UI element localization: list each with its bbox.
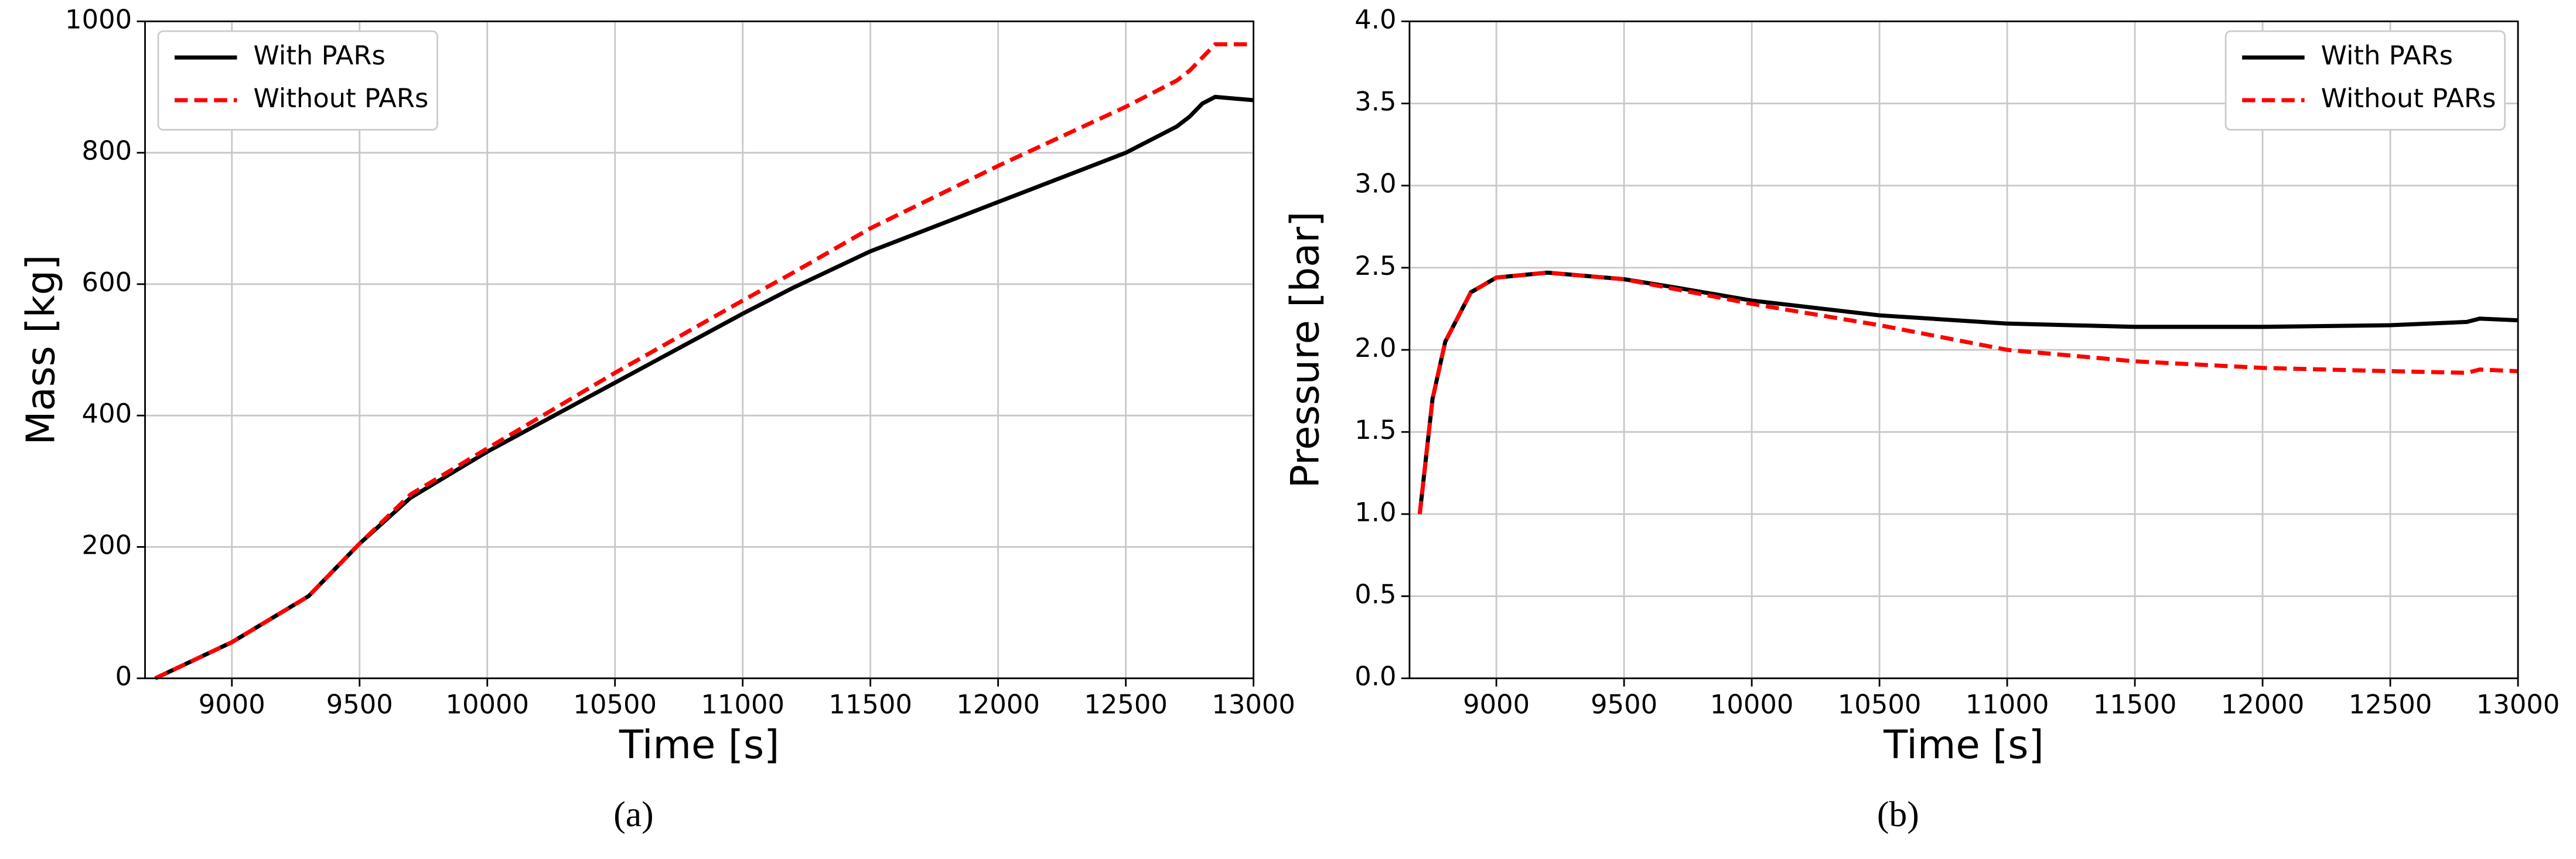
x-tick-label: 9000: [199, 688, 265, 720]
y-tick-label: 1000: [65, 4, 132, 35]
y-tick-label: 2.0: [1354, 332, 1396, 363]
y-tick-label: 200: [82, 529, 132, 560]
plot-frame: [1408, 21, 2519, 680]
y-tick-label: 1.5: [1354, 414, 1396, 445]
y-tick-label: 600: [82, 267, 132, 298]
data-line: [154, 94, 1254, 680]
data-line: [1417, 270, 2519, 514]
x-tick-label: 11000: [1966, 688, 2049, 720]
x-tick-label: 13000: [2476, 688, 2560, 720]
legend-label: With PARs: [254, 40, 385, 71]
caption: (a): [613, 795, 653, 834]
y-tick-label: 4.0: [1354, 4, 1396, 35]
legend-label: Without PARs: [2321, 83, 2496, 114]
legend-label: Without PARs: [254, 83, 429, 114]
x-tick-label: 12500: [2349, 688, 2432, 720]
x-tick-label: 9500: [1591, 688, 1657, 720]
x-tick-label: 10000: [445, 688, 529, 720]
data-line: [1417, 270, 2519, 514]
x-axis-label: Time [s]: [619, 722, 780, 768]
x-tick-label: 12000: [2221, 688, 2305, 720]
data-line: [154, 42, 1254, 680]
x-tick-label: 10500: [573, 688, 657, 720]
y-tick-label: 2.5: [1354, 250, 1396, 281]
x-tick-label: 11500: [828, 688, 912, 720]
y-tick-label: 800: [82, 135, 132, 166]
y-tick-label: 3.5: [1354, 86, 1396, 117]
x-tick-label: 10500: [1838, 688, 1922, 720]
x-tick-label: 9500: [326, 688, 393, 720]
x-axis-label: Time [s]: [1883, 722, 2044, 768]
plot-frame: [144, 21, 1255, 680]
y-tick-label: 400: [82, 398, 132, 429]
x-tick-label: 9000: [1463, 688, 1530, 720]
y-axis-label: Mass [kg]: [18, 255, 63, 445]
y-tick-label: 0.0: [1354, 661, 1396, 692]
caption: (b): [1877, 795, 1919, 834]
y-tick-label: 0: [115, 661, 132, 692]
y-tick-label: 1.0: [1354, 496, 1396, 527]
x-tick-label: 11500: [2093, 688, 2177, 720]
y-tick-label: 0.5: [1354, 579, 1396, 610]
legend-label: With PARs: [2321, 40, 2453, 71]
y-axis-label: Pressure [bar]: [1282, 212, 1328, 489]
x-tick-label: 10000: [1710, 688, 1794, 720]
x-tick-label: 11000: [701, 688, 784, 720]
x-tick-label: 12500: [1084, 688, 1168, 720]
y-tick-label: 3.0: [1354, 168, 1396, 199]
x-tick-label: 13000: [1212, 688, 1295, 720]
x-tick-label: 12000: [956, 688, 1040, 720]
